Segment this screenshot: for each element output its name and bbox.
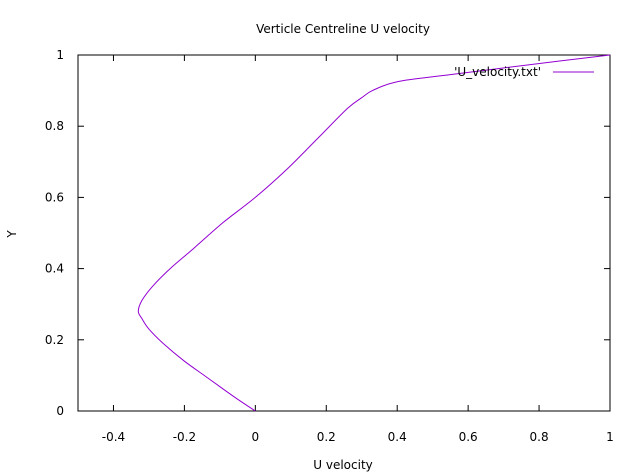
y-tick-label: 1 — [56, 48, 64, 62]
x-tick-label: 0.8 — [530, 430, 549, 444]
plot-frame — [77, 54, 611, 412]
x-tick-label: -0.2 — [173, 430, 196, 444]
series-line-u-velocity — [137, 54, 611, 412]
axis-ticks — [78, 54, 611, 412]
x-tick-label: 1 — [606, 430, 614, 444]
x-tick-label: 0.2 — [317, 430, 336, 444]
y-tick-label: 0.6 — [45, 190, 64, 204]
y-tick-label: 0 — [56, 404, 64, 418]
x-tick-label: 0.6 — [459, 430, 478, 444]
x-tick-label: -0.4 — [102, 430, 125, 444]
chart-title: Verticle Centreline U velocity — [256, 22, 430, 36]
y-tick-label: 0.8 — [45, 119, 64, 133]
x-tick-label: 0 — [252, 430, 260, 444]
x-tick-label: 0.4 — [388, 430, 407, 444]
legend-label: 'U_velocity.txt' — [454, 65, 541, 79]
y-tick-labels: 0 0.2 0.4 0.6 0.8 1 — [45, 48, 64, 418]
legend: 'U_velocity.txt' — [454, 65, 594, 79]
x-tick-labels: -0.4 -0.2 0 0.2 0.4 0.6 0.8 1 — [102, 430, 614, 444]
y-tick-label: 0.4 — [45, 262, 64, 276]
y-tick-label: 0.2 — [45, 333, 64, 347]
y-axis-label: Y — [5, 230, 19, 239]
x-axis-label: U velocity — [313, 458, 373, 472]
